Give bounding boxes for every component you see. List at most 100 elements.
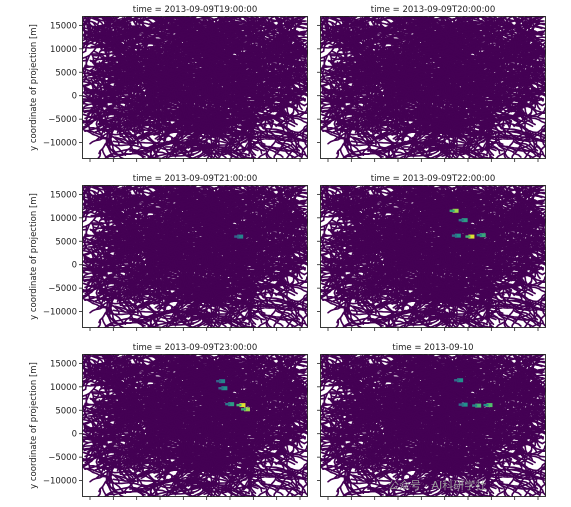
- river-segment: [238, 141, 250, 152]
- river-segment: [512, 140, 540, 155]
- river-segment: [531, 20, 541, 37]
- river-segment: [274, 16, 286, 23]
- river-segment: [107, 106, 133, 148]
- river-segment: [244, 120, 251, 135]
- river-segment: [437, 17, 503, 30]
- river-segment: [106, 16, 111, 32]
- river-segment: [224, 78, 263, 93]
- river-segment: [104, 86, 120, 104]
- river-segment: [453, 16, 458, 23]
- river-segment: [495, 152, 506, 159]
- river-segment: [538, 145, 546, 159]
- river-segment: [356, 26, 374, 31]
- river-segment: [142, 100, 168, 116]
- river-segment: [255, 53, 302, 76]
- river-segment: [294, 153, 307, 159]
- river-segment: [218, 16, 280, 45]
- river-segment: [115, 19, 127, 26]
- river-segment: [277, 66, 308, 85]
- y-tick-label: −5000: [48, 115, 77, 125]
- river-segment: [134, 141, 176, 155]
- river-segment: [82, 113, 113, 126]
- river-segment: [482, 120, 489, 135]
- river-segment: [257, 152, 268, 159]
- river-segment: [147, 51, 157, 69]
- river-segment: [468, 16, 494, 20]
- river-segment: [127, 84, 159, 92]
- river-segment: [99, 101, 119, 129]
- river-segment: [84, 35, 116, 50]
- river-segment: [259, 40, 278, 77]
- river-segment: [173, 70, 185, 88]
- river-segment: [167, 68, 228, 83]
- river-segment: [293, 20, 303, 37]
- river-segment: [466, 23, 483, 41]
- river-segment: [243, 91, 286, 116]
- river-segment: [163, 102, 169, 122]
- river-segment: [278, 102, 300, 107]
- river-segment: [220, 108, 235, 119]
- river-segment: [402, 120, 421, 133]
- river-segment: [358, 26, 381, 52]
- river-segment: [372, 141, 414, 155]
- river-segment: [225, 75, 250, 83]
- river-segment: [164, 120, 183, 133]
- y-axis-label-row-3: y coordinate of projection [m]: [29, 362, 39, 489]
- river-segment: [159, 74, 210, 109]
- river-segment: [108, 135, 126, 144]
- river-segment: [185, 31, 245, 69]
- river-segment: [207, 131, 228, 137]
- river-segment: [118, 63, 160, 86]
- river-segment: [183, 140, 208, 146]
- river-segment: [211, 23, 220, 57]
- river-segment: [327, 58, 351, 72]
- river-segment: [467, 111, 472, 131]
- river-segment: [148, 67, 164, 87]
- river-segment: [232, 49, 257, 62]
- river-segment: [118, 26, 136, 31]
- river-segment: [142, 16, 155, 31]
- river-segment: [347, 32, 369, 36]
- river-segment: [265, 135, 277, 159]
- river-segment: [352, 136, 373, 145]
- river-segment: [423, 107, 433, 123]
- river-segment: [279, 141, 296, 152]
- river-segment: [367, 149, 389, 153]
- river-segment: [199, 17, 265, 30]
- river-segment: [180, 33, 187, 60]
- panel-1: time = 2013-09-09T19:00:0015000100005000…: [43, 5, 308, 162]
- river-segment: [159, 32, 192, 39]
- river-segment: [263, 71, 292, 77]
- river-segment: [148, 31, 169, 39]
- panel-title: time = 2013-09-09T20:00:00: [371, 5, 496, 15]
- river-segment: [245, 46, 262, 60]
- river-segment: [94, 31, 100, 43]
- river-segment: [347, 85, 353, 102]
- river-segment: [344, 141, 365, 156]
- river-segment: [102, 18, 122, 27]
- river-segment: [136, 125, 164, 140]
- river-segment: [106, 75, 122, 108]
- river-segment: [99, 80, 107, 94]
- river-segment: [263, 16, 270, 33]
- river-segment: [448, 30, 473, 36]
- river-segment: [229, 111, 234, 131]
- river-segment: [108, 143, 146, 150]
- river-segment: [186, 124, 198, 135]
- river-segment: [123, 102, 148, 110]
- river-segment: [115, 16, 120, 37]
- river-segment: [188, 19, 193, 31]
- river-segment: [99, 37, 132, 64]
- river-segment: [180, 132, 200, 140]
- river-segment: [134, 33, 179, 68]
- river-segment: [394, 113, 406, 126]
- river-segment: [215, 16, 220, 23]
- river-segment: [243, 136, 257, 151]
- river-segment: [185, 122, 191, 134]
- river-segment: [262, 97, 275, 118]
- river-segment: [126, 46, 140, 55]
- river-segment: [337, 16, 346, 27]
- river-segment: [226, 33, 266, 57]
- river-segment: [203, 61, 218, 79]
- river-segment: [141, 88, 155, 114]
